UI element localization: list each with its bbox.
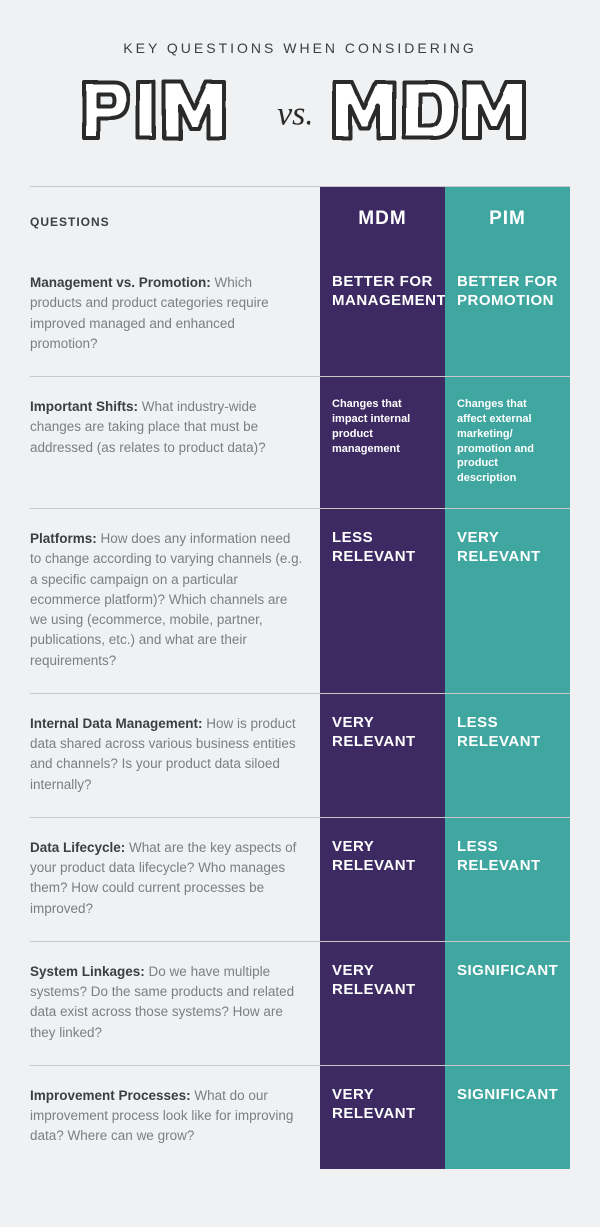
table-row: Data Lifecycle: What are the key aspects…	[30, 817, 570, 941]
pim-cell-text: Changes that affect external marketing/ …	[457, 397, 558, 486]
mdm-cell-text: LESS RELEVANT	[332, 529, 433, 567]
question-cell: Important Shifts: What industry-wide cha…	[30, 377, 320, 508]
mdm-cell: VERY RELEVANT	[320, 818, 445, 941]
mdm-cell: VERY RELEVANT	[320, 1066, 445, 1169]
question-cell: Management vs. Promotion: Which products…	[30, 253, 320, 376]
table-row: Management vs. Promotion: Which products…	[30, 253, 570, 376]
mdm-cell-text: VERY RELEVANT	[332, 1086, 433, 1124]
pim-cell: SIGNIFICANT	[445, 942, 570, 1065]
pim-column-header: PIM	[445, 187, 570, 253]
mdm-header-label: MDM	[358, 208, 406, 230]
question-cell: Internal Data Management: How is product…	[30, 694, 320, 817]
table-header-row: QUESTIONS MDM PIM	[30, 186, 570, 253]
question-cell: Data Lifecycle: What are the key aspects…	[30, 818, 320, 941]
question-cell: Platforms: How does any information need…	[30, 509, 320, 693]
pim-cell: LESS RELEVANT	[445, 694, 570, 817]
question-body: How does any information need to change …	[30, 531, 302, 668]
mdm-cell: VERY RELEVANT	[320, 694, 445, 817]
pim-cell: SIGNIFICANT	[445, 1066, 570, 1169]
table-row: Improvement Processes: What do our impro…	[30, 1065, 570, 1169]
table-row: System Linkages: Do we have multiple sys…	[30, 941, 570, 1065]
table-row: Internal Data Management: How is product…	[30, 693, 570, 817]
pim-cell: BETTER FOR PROMOTION	[445, 253, 570, 376]
pim-cell-text: LESS RELEVANT	[457, 714, 558, 752]
question-lead: System Linkages:	[30, 964, 149, 979]
question-lead: Important Shifts:	[30, 399, 142, 414]
table-row: Platforms: How does any information need…	[30, 508, 570, 693]
pretitle-text: KEY QUESTIONS WHEN CONSIDERING	[30, 40, 570, 56]
infographic-container: KEY QUESTIONS WHEN CONSIDERING vs.	[0, 0, 600, 1209]
mdm-cell-text: VERY RELEVANT	[332, 962, 433, 1000]
pim-cell-text: VERY RELEVANT	[457, 529, 558, 567]
pim-cell-text: SIGNIFICANT	[457, 1086, 558, 1105]
mdm-cell-text: BETTER FOR MANAGEMENT	[332, 273, 446, 311]
question-lead: Internal Data Management:	[30, 716, 206, 731]
svg-text:vs.: vs.	[277, 95, 314, 132]
question-lead: Platforms:	[30, 531, 101, 546]
mdm-cell: LESS RELEVANT	[320, 509, 445, 693]
pim-cell: VERY RELEVANT	[445, 509, 570, 693]
question-cell: System Linkages: Do we have multiple sys…	[30, 942, 320, 1065]
pim-cell-text: BETTER FOR PROMOTION	[457, 273, 558, 311]
mdm-cell-text: VERY RELEVANT	[332, 714, 433, 752]
mdm-cell: Changes that impact internal product man…	[320, 377, 445, 508]
table-body: Management vs. Promotion: Which products…	[30, 253, 570, 1169]
mdm-column-header: MDM	[320, 187, 445, 253]
questions-column-header: QUESTIONS	[30, 187, 320, 253]
mdm-cell-text: Changes that impact internal product man…	[332, 397, 433, 456]
question-cell: Improvement Processes: What do our impro…	[30, 1066, 320, 1169]
mdm-cell-text: VERY RELEVANT	[332, 838, 433, 876]
mdm-cell: BETTER FOR MANAGEMENT	[320, 253, 445, 376]
table-row: Important Shifts: What industry-wide cha…	[30, 376, 570, 508]
question-lead: Management vs. Promotion:	[30, 275, 215, 290]
pim-cell: Changes that affect external marketing/ …	[445, 377, 570, 508]
question-lead: Improvement Processes:	[30, 1088, 194, 1103]
mdm-cell: VERY RELEVANT	[320, 942, 445, 1065]
pim-cell: LESS RELEVANT	[445, 818, 570, 941]
pim-header-label: PIM	[489, 208, 526, 230]
question-lead: Data Lifecycle:	[30, 840, 129, 855]
pim-cell-text: SIGNIFICANT	[457, 962, 558, 981]
hero-title-graphic: vs.	[70, 66, 530, 156]
pim-cell-text: LESS RELEVANT	[457, 838, 558, 876]
